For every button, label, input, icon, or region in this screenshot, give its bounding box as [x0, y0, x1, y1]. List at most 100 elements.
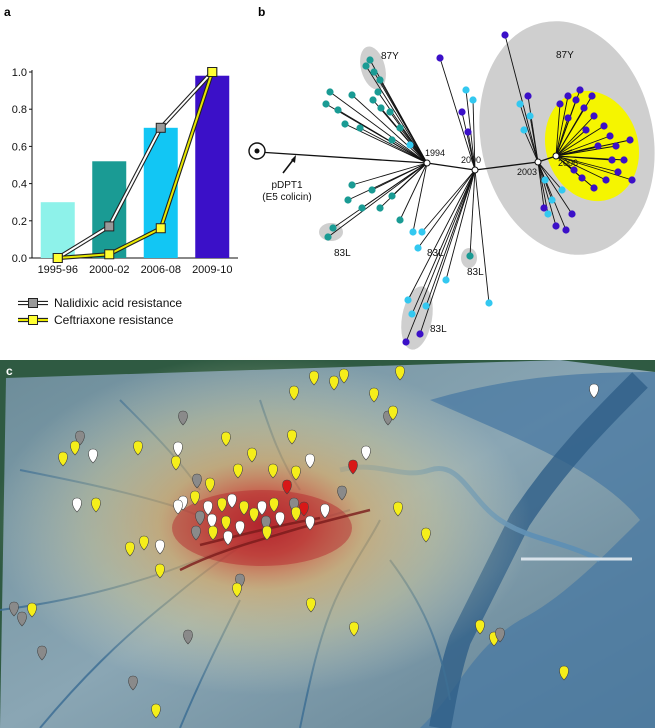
tree-branch	[555, 155, 607, 181]
tree-tip	[442, 276, 450, 284]
tree-tip	[404, 296, 412, 304]
tree-tip	[558, 186, 566, 194]
tree-tip	[462, 86, 470, 94]
y-tick-label: 0.0	[12, 253, 27, 265]
tree-tip	[368, 186, 376, 194]
clade-label-87y-left: 87Y	[381, 51, 399, 62]
map-pin-icon	[72, 497, 82, 513]
map-pin-icon	[183, 629, 193, 645]
tree-tip	[606, 132, 614, 140]
tree-branch	[537, 161, 545, 209]
tree-branch	[380, 107, 428, 164]
tree-tip	[408, 310, 416, 318]
tree-tip	[326, 88, 334, 96]
map-pin-icon	[208, 525, 218, 541]
tree-tip	[370, 68, 378, 76]
x-tick-label: 2000-02	[89, 264, 129, 276]
map-pin-icon	[91, 497, 101, 513]
tree-branch	[359, 127, 428, 164]
map-pin-icon	[192, 473, 202, 489]
map-pin-icon	[305, 453, 315, 469]
tree-branch	[379, 79, 428, 164]
map-pin-icon	[128, 675, 138, 691]
map-pin-icon	[232, 582, 242, 598]
tree-branch	[555, 135, 611, 157]
panel-c-letter: c	[6, 364, 13, 378]
map-pin-icon	[9, 601, 19, 617]
tree-tip	[548, 196, 556, 204]
panel-b-letter: b	[258, 5, 265, 19]
tree-branches	[322, 31, 636, 346]
tree-branch	[523, 129, 539, 163]
tree-tip	[540, 204, 548, 212]
series-line	[57, 71, 213, 259]
map-pin-icon	[262, 525, 272, 541]
map-pin-icon	[289, 385, 299, 401]
legend-marker	[28, 315, 38, 325]
tree-tip	[422, 302, 430, 310]
series-point	[155, 223, 166, 234]
tree-branch	[469, 169, 476, 257]
map-pin-icon	[207, 513, 217, 529]
x-tick-label: 1995-96	[38, 264, 78, 276]
tree-branch	[555, 125, 605, 157]
tree-tip	[466, 252, 474, 260]
tree-tip	[358, 204, 366, 212]
map-pin-icon	[393, 501, 403, 517]
map-pin-icon	[287, 429, 297, 445]
tree-branch	[417, 169, 476, 249]
map-pin-icon	[17, 611, 27, 627]
y-tick-label: 0.4	[12, 179, 27, 191]
tree-branch	[371, 162, 428, 191]
y-tick-label: 0.2	[12, 216, 27, 228]
tree-branch	[351, 94, 428, 164]
map-pin-icon	[125, 541, 135, 557]
map-pin-icon	[221, 515, 231, 531]
tree-tip	[520, 126, 528, 134]
tree-tip	[501, 31, 509, 39]
map-pin-icon	[291, 465, 301, 481]
map-pin-icon	[235, 520, 245, 536]
map-pin-icon	[337, 485, 347, 501]
map-pin-icon	[257, 500, 267, 516]
tree-tip	[570, 166, 578, 174]
tree-branch	[555, 95, 569, 157]
tree-branch	[391, 162, 428, 197]
plasmid-sublabel: (E5 colicin)	[262, 192, 311, 203]
tree-tip	[369, 96, 377, 104]
y-tick-label: 1.0	[12, 67, 27, 79]
tree-tip	[568, 210, 576, 218]
map-pin-icon	[282, 479, 292, 495]
x-tick-label: 2009-10	[192, 264, 232, 276]
clade-label-83l-mid-b: 83L	[467, 267, 484, 278]
map-pin-icon	[203, 500, 213, 516]
tree-tip	[341, 120, 349, 128]
map-pin-icon	[227, 493, 237, 509]
tree-tip	[396, 124, 404, 132]
map-pin-icon	[388, 405, 398, 421]
series-point	[207, 67, 218, 77]
series-point	[155, 122, 166, 133]
map-pin-icon	[329, 375, 339, 391]
tree-branch	[445, 169, 476, 281]
tree-tip	[544, 210, 552, 218]
tree-branch	[409, 144, 428, 164]
series-line	[57, 71, 214, 259]
map-pin-icon	[268, 463, 278, 479]
map-pin-icon	[361, 445, 371, 461]
tree-branch	[537, 161, 567, 231]
tree-tip	[324, 233, 332, 241]
clade-label-87y-right: 87Y	[556, 50, 574, 61]
map-pin-icon	[589, 383, 599, 399]
tree-tip	[414, 244, 422, 252]
tree-branch	[537, 161, 573, 215]
map-sea	[420, 372, 655, 728]
tree-tip	[402, 338, 410, 346]
map-pin-icon	[269, 497, 279, 513]
year-1994: 1994	[425, 148, 445, 158]
tree-branch	[325, 103, 428, 164]
tree-tip	[464, 128, 472, 136]
tree-tip	[388, 192, 396, 200]
map-pin-icon	[306, 597, 316, 613]
tree-branch	[474, 169, 490, 304]
